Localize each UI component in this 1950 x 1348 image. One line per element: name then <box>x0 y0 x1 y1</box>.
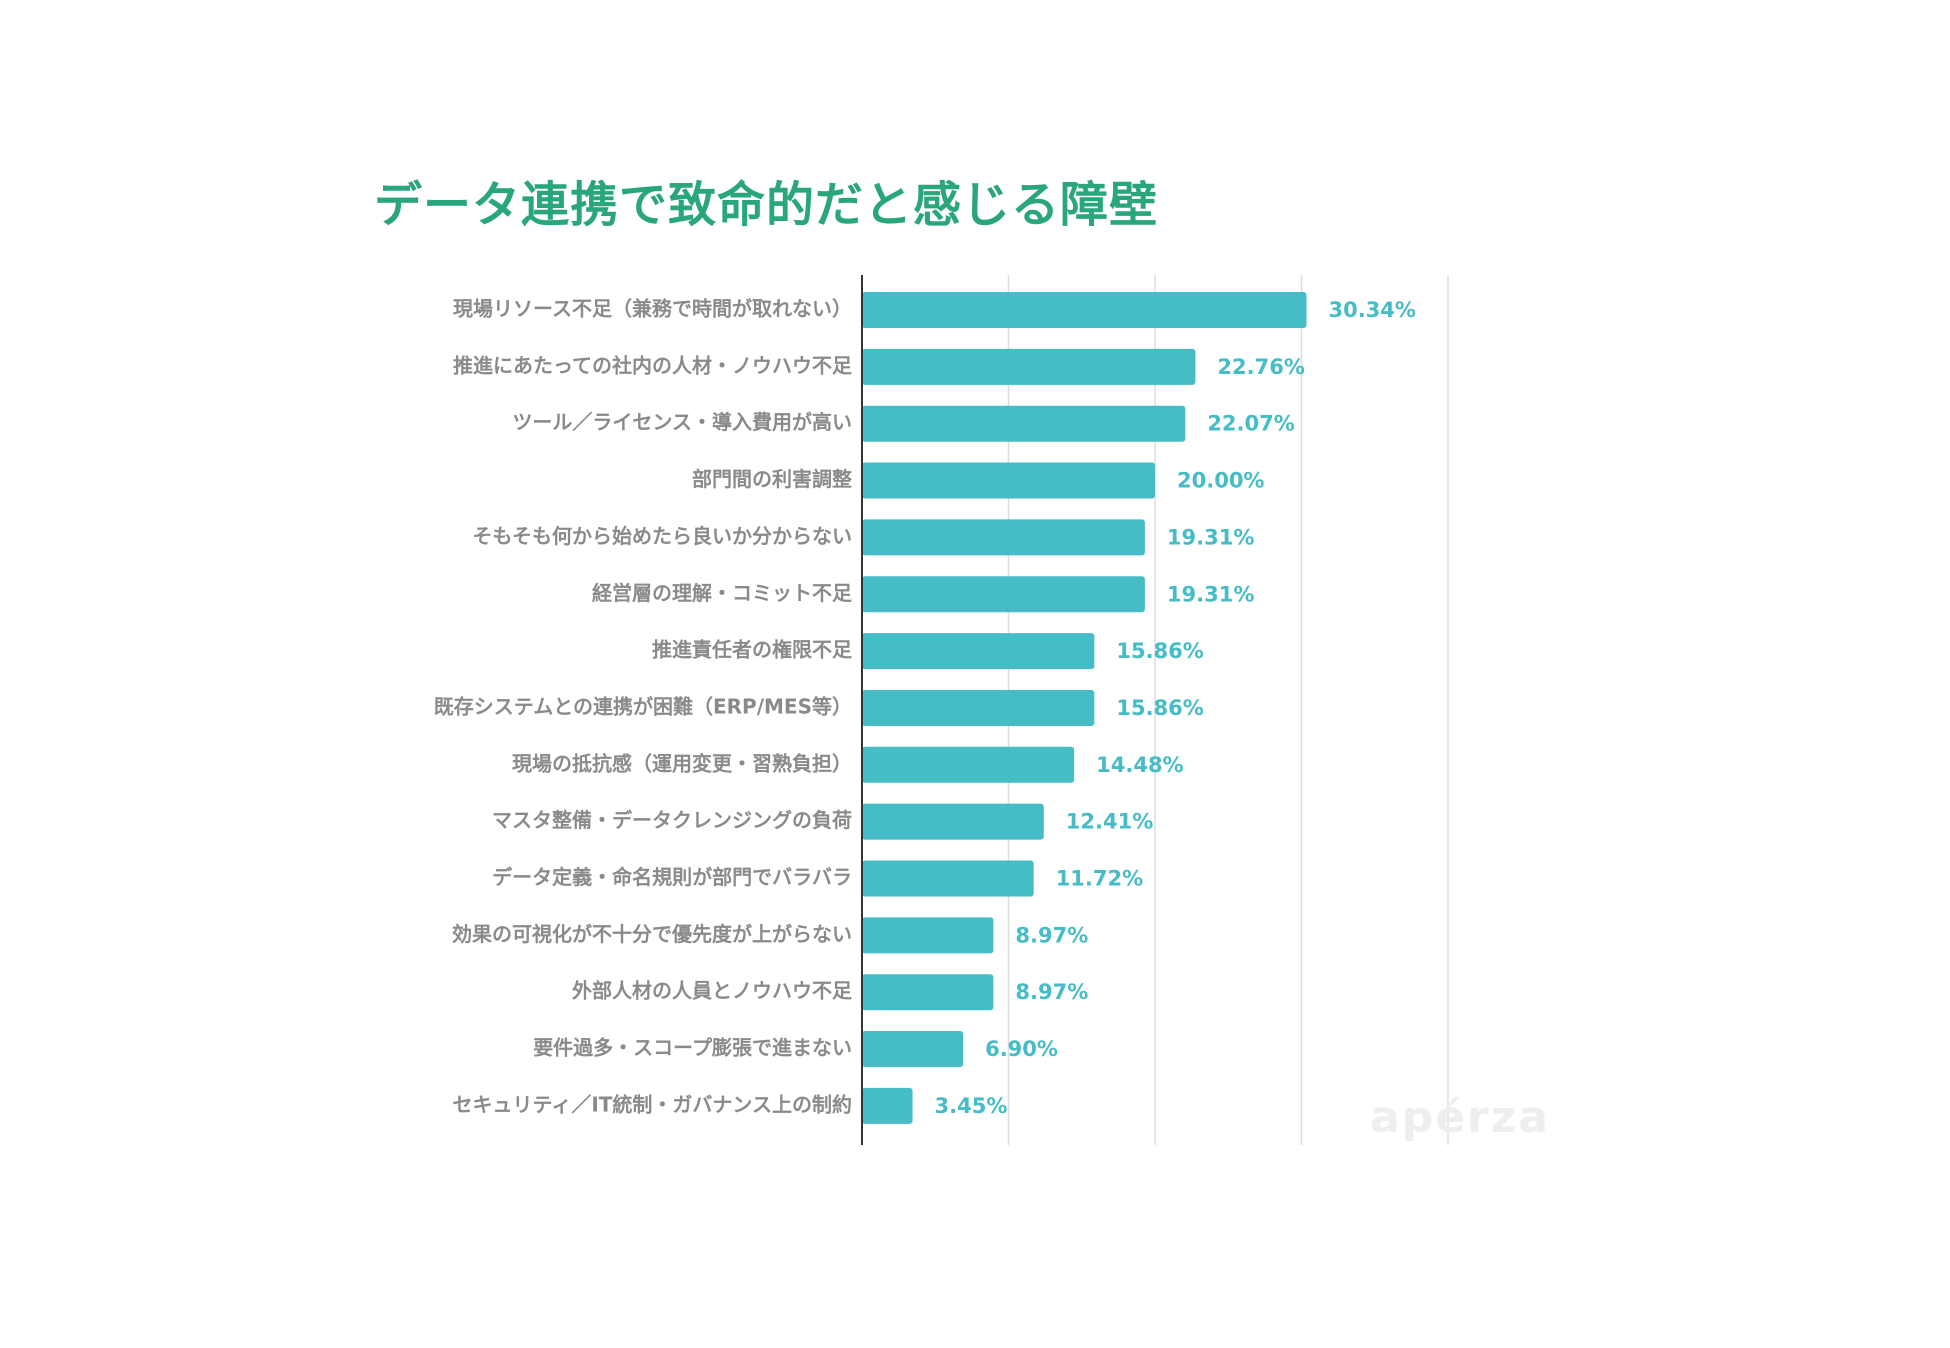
category-label: 現場の抵抗感（運用変更・習熟負担） <box>512 751 852 775</box>
value-label: 19.31% <box>1167 525 1254 549</box>
category-labels: 現場リソース不足（兼務で時間が取れない） 推進にあたっての社内の人材・ノウハウ不足… <box>434 297 853 1117</box>
category-label: 経営層の理解・コミット不足 <box>592 581 853 605</box>
value-label: 6.90% <box>985 1037 1058 1061</box>
bar <box>862 917 994 954</box>
bar <box>862 633 1095 670</box>
category-label: 部門間の利害調整 <box>692 467 852 491</box>
category-label: ツール／ライセンス・導入費用が高い <box>512 410 852 434</box>
chart-title: データ連携で致命的だと感じる障壁 <box>374 177 1159 233</box>
category-label: データ定義・命名規則が部門でバラバラ <box>492 865 852 889</box>
value-label: 19.31% <box>1167 582 1254 606</box>
bars <box>862 292 1307 1124</box>
category-label: 外部人材の人員とノウハウ不足 <box>572 979 853 1003</box>
value-label: 3.45% <box>935 1094 1008 1118</box>
bar <box>862 689 1095 726</box>
category-label: マスタ整備・データクレンジングの負荷 <box>492 808 852 832</box>
bar <box>862 974 994 1011</box>
watermark-logo: apérza <box>1370 1092 1551 1143</box>
value-label: 8.97% <box>1015 980 1088 1004</box>
bar <box>862 405 1186 442</box>
category-label: そもそも何から始めたら良いか分からない <box>472 524 852 548</box>
value-label: 15.86% <box>1116 639 1203 663</box>
category-label: 推進責任者の権限不足 <box>652 638 853 662</box>
value-label: 11.72% <box>1056 867 1143 891</box>
category-label: セキュリティ／IT統制・ガバナンス上の制約 <box>453 1092 852 1116</box>
value-label: 30.34% <box>1328 298 1415 322</box>
bar <box>862 348 1196 385</box>
value-label: 12.41% <box>1066 810 1153 834</box>
category-label: 要件過多・スコープ膨張で進まない <box>533 1036 852 1060</box>
bar <box>862 519 1145 556</box>
value-labels: 30.34% 22.76% 22.07% 20.00% 19.31% 19.31% 15.8… <box>935 298 1416 1118</box>
bar <box>862 292 1307 328</box>
bar <box>862 803 1044 840</box>
value-label: 22.76% <box>1217 355 1304 379</box>
bar <box>862 462 1155 499</box>
bar <box>862 746 1075 783</box>
category-label: 効果の可視化が不十分で優先度が上がらない <box>452 922 852 946</box>
category-label: 現場リソース不足（兼務で時間が取れない） <box>453 297 852 321</box>
bar <box>862 576 1145 613</box>
value-label: 14.48% <box>1096 753 1183 777</box>
value-label: 15.86% <box>1116 696 1203 720</box>
value-label: 22.07% <box>1207 412 1294 436</box>
bar <box>862 860 1034 897</box>
value-label: 20.00% <box>1177 469 1264 493</box>
category-label: 既存システムとの連携が困難（ERP/MES等） <box>434 694 852 718</box>
value-label: 8.97% <box>1015 923 1088 947</box>
category-label: 推進にあたっての社内の人材・ノウハウ不足 <box>453 353 853 377</box>
bar <box>862 1031 964 1068</box>
bar <box>862 1087 913 1124</box>
